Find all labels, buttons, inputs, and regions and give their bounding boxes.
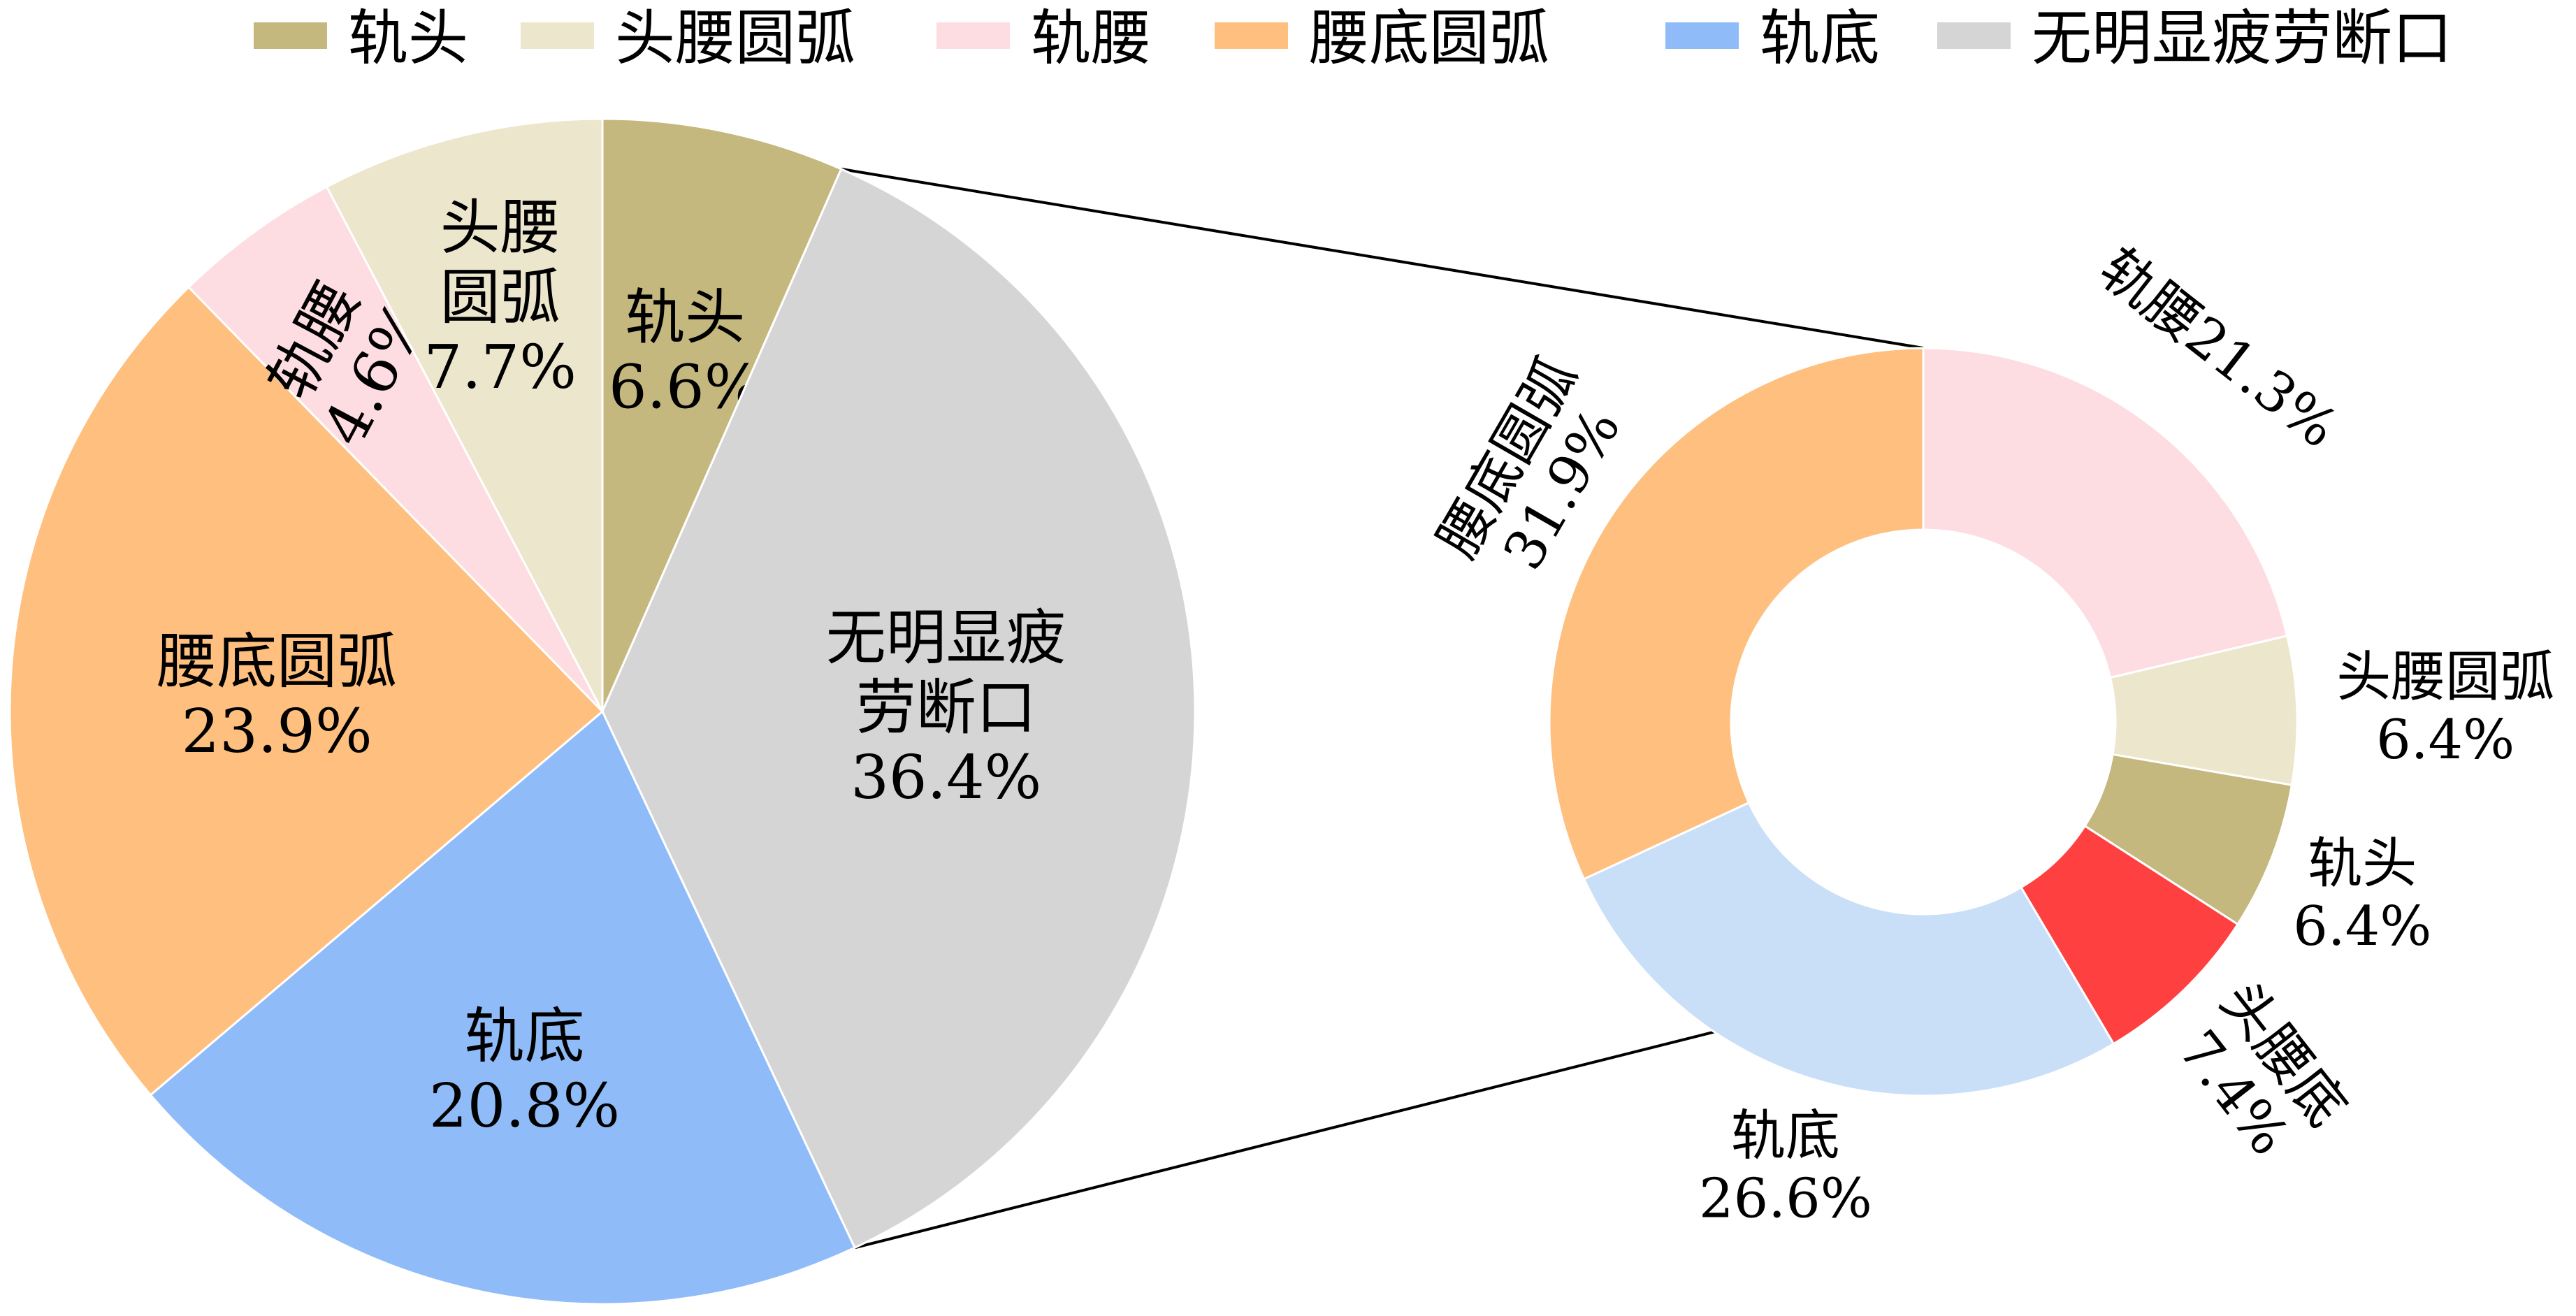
donut-slice bbox=[1548, 347, 1925, 881]
donut-slice-label-line: 26.6% bbox=[1699, 1167, 1872, 1230]
donut-slice-label-line: 6.4% bbox=[2293, 895, 2431, 958]
pie-slice-label: 无明显疲劳断口 36.4% bbox=[826, 603, 1066, 813]
legend-label: 轨腰 bbox=[1031, 3, 1151, 73]
donut-slice bbox=[1922, 347, 2289, 679]
connector-line-top bbox=[841, 167, 1924, 349]
donut-slice bbox=[1582, 801, 2115, 1097]
pie-slice bbox=[601, 117, 843, 712]
connector-line-bottom bbox=[854, 1030, 1715, 1250]
donut-slice-label-line: 轨头 bbox=[2308, 832, 2417, 895]
legend-swatch bbox=[936, 22, 1010, 49]
donut-slice-label: 头腰底7.4% bbox=[2158, 971, 2358, 1177]
legend-swatch bbox=[1665, 22, 1739, 49]
legend-swatch bbox=[1215, 22, 1288, 49]
pie-slice-label: 头腰圆弧 7.7% bbox=[424, 193, 577, 403]
pie-slice-label-line: 圆弧 bbox=[440, 263, 560, 333]
pie-slice-label-line: 7.7% bbox=[424, 333, 577, 403]
donut-slice-label-line: 轨底 bbox=[1731, 1104, 1840, 1167]
donut-slice-label-line: 头腰圆弧 bbox=[2336, 646, 2554, 709]
pie-slice bbox=[601, 167, 1196, 1250]
pie-slice bbox=[149, 709, 857, 1306]
donut-slice-label: 轨底 26.6% bbox=[1699, 1104, 1872, 1230]
legend: 轨头 头腰圆弧 轨腰 腰底圆弧 轨底 无明显疲劳断口 bbox=[254, 3, 2452, 73]
pie-slice-label-line: 20.8% bbox=[429, 1071, 620, 1141]
legend-label: 无明显疲劳断口 bbox=[2032, 3, 2452, 73]
pie-slice-label-line: 36.4% bbox=[851, 743, 1041, 813]
pie-slice-label-line: 23.9% bbox=[182, 697, 372, 767]
donut-slice-label: 头腰圆弧 6.4% bbox=[2336, 646, 2554, 772]
legend-label: 轨底 bbox=[1760, 3, 1880, 73]
pie-slice-label-line: 劳断口 bbox=[856, 673, 1036, 743]
legend-swatch bbox=[1937, 22, 2011, 49]
pie-slice-label-line: 轨底 bbox=[465, 1002, 585, 1071]
main-pie-chart: 轨头 6.6%无明显疲劳断口 36.4%轨底 20.8%腰底圆弧 23.9%轨腰4.6%… bbox=[8, 117, 1196, 1306]
pie-slice-label-line: 腰底圆弧 bbox=[157, 627, 397, 697]
legend-swatch bbox=[254, 22, 327, 49]
pie-slice-label-line: 头腰 bbox=[440, 193, 560, 263]
pie-to-donut-connectors bbox=[841, 167, 1924, 1250]
legend-label: 腰底圆弧 bbox=[1309, 3, 1549, 73]
pie-slice-label: 轨底 20.8% bbox=[429, 1002, 620, 1141]
legend-swatch bbox=[521, 22, 594, 49]
donut-slice-label: 轨头 6.4% bbox=[2293, 832, 2431, 958]
pie-slice-label-line: 无明显疲 bbox=[826, 603, 1066, 673]
donut-chart: 轨腰21.3%头腰圆弧 6.4%轨头 6.4%头腰底7.4%轨底 26.6%腰底圆弧3… bbox=[1426, 237, 2555, 1230]
donut-slice-label-line: 6.4% bbox=[2376, 709, 2515, 772]
pie-slice bbox=[8, 285, 605, 1097]
pie-slice-label-line: 轨头 bbox=[625, 283, 745, 353]
pie-slice bbox=[325, 117, 604, 712]
legend-label: 头腰圆弧 bbox=[615, 3, 855, 73]
pie-slice bbox=[187, 185, 604, 713]
legend-label: 轨头 bbox=[348, 3, 468, 73]
pie-slice-label: 腰底圆弧 23.9% bbox=[157, 627, 397, 767]
